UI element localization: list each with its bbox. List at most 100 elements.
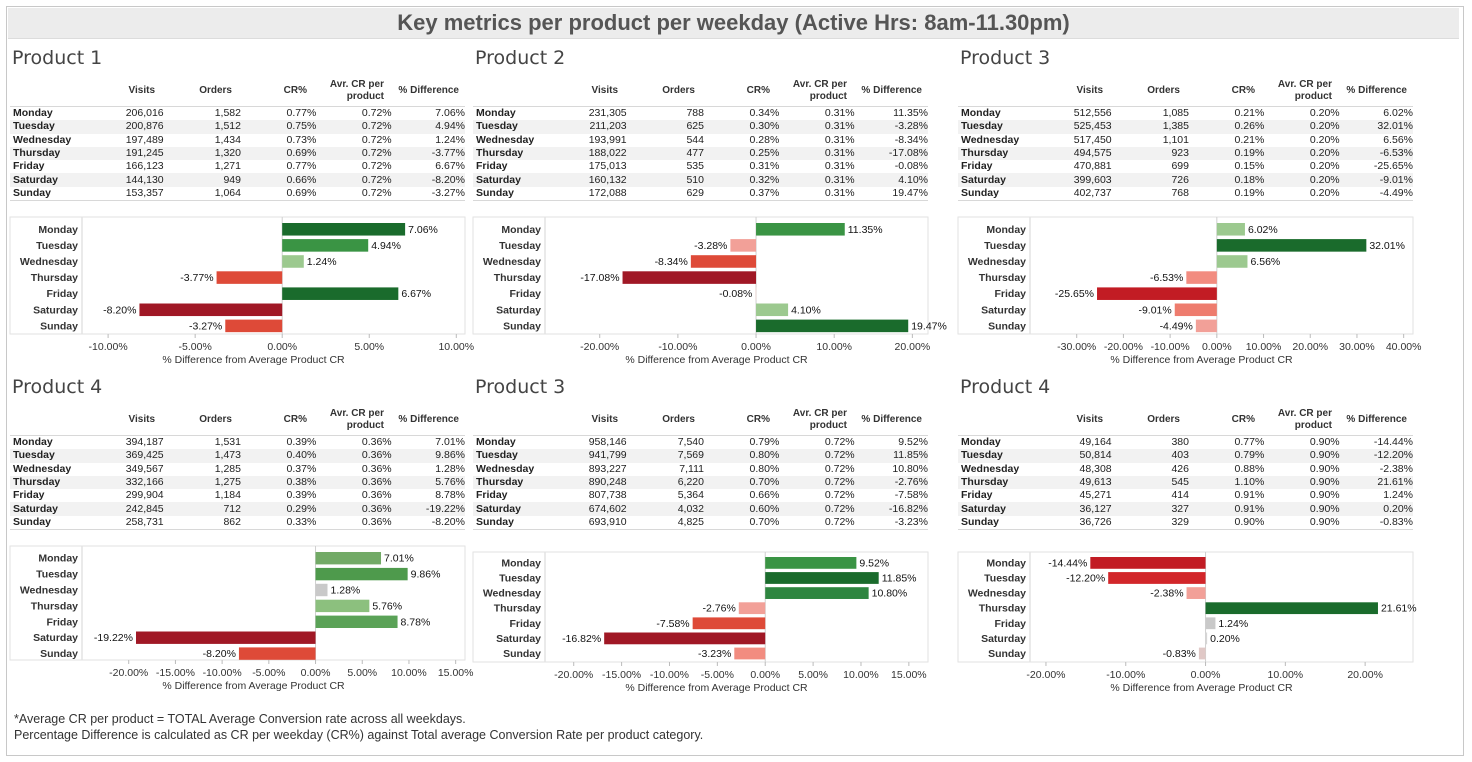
bar	[756, 303, 789, 317]
cell-cr: 0.79%	[1188, 449, 1265, 463]
value-label: 6.02%	[1248, 224, 1278, 236]
value-label: 21.61%	[1381, 603, 1417, 615]
cell-avg: 0.36%	[316, 502, 392, 516]
bar	[282, 223, 406, 236]
cell-avg: 0.36%	[361, 436, 392, 449]
table-row: Friday 470,881 699 0.15% 0.20% -25.65%	[958, 160, 1413, 173]
table-row: Saturday 242,845 712 0.29% 0.36% -19.22%	[10, 502, 465, 516]
cell-orders: 1,385	[1111, 120, 1189, 134]
value-label: 9.52%	[859, 557, 889, 569]
category-label: Thursday	[31, 272, 78, 284]
table-row: Monday 394,187 1,531 0.39% 0.36% 7.01%	[10, 436, 465, 450]
cell-avg: 0.90%	[1264, 502, 1340, 516]
x-tick-label: 10.00%	[1246, 341, 1282, 353]
cell-cr: 0.37%	[286, 462, 317, 475]
cell-diff: -2.38%	[1379, 462, 1413, 475]
cell-avg: 0.20%	[1264, 120, 1340, 134]
category-label: Friday	[994, 618, 1026, 630]
cell-avg: 0.31%	[779, 120, 855, 134]
cell-day: Sunday	[961, 186, 999, 199]
cell-day: Wednesday	[476, 462, 535, 475]
cell-orders: 4,825	[677, 515, 704, 528]
cell-diff: 6.56%	[1383, 133, 1413, 146]
bar	[734, 647, 766, 660]
x-tick-label: 5.00%	[347, 667, 377, 679]
value-label: -7.58%	[656, 618, 689, 630]
cell-visits: 144,130	[93, 173, 164, 187]
cell-cr: 0.69%	[240, 146, 317, 161]
cell-orders: 7,540	[677, 436, 704, 449]
category-label: Sunday	[988, 320, 1026, 332]
column-header-orders: Orders	[662, 414, 695, 425]
bar	[225, 319, 283, 333]
cell-avg: 0.90%	[1264, 475, 1340, 490]
cell-orders: 1,434	[214, 133, 241, 146]
bar	[622, 271, 757, 284]
category-label: Thursday	[494, 603, 541, 615]
cell-orders: 477	[626, 146, 704, 161]
value-label: -4.49%	[1160, 320, 1193, 332]
column-header-avg-cr-line1: Avr. CR per	[329, 79, 384, 90]
cell-diff: 7.06%	[435, 107, 465, 120]
dashboard-frame	[6, 6, 1464, 756]
value-label: -25.65%	[1055, 288, 1094, 300]
cell-visits: 211,203	[556, 120, 627, 134]
value-label: -9.01%	[1138, 304, 1171, 316]
x-tick-label: -5.00%	[252, 667, 285, 679]
chart-svg: -20.00% -15.00% -10.00% -5.00% 0.00% 5.00% 10.…	[472, 551, 929, 694]
product-title: Product 1	[12, 47, 103, 69]
cell-cr: 0.15%	[1234, 160, 1265, 173]
cell-diff: 21.61%	[1339, 475, 1413, 490]
cell-avg: 0.90%	[1309, 436, 1340, 449]
table-row: Wednesday 193,991 544 0.28% 0.31% -8.34%	[473, 134, 928, 147]
cell-cr: 0.40%	[240, 449, 317, 463]
cell-visits: 172,088	[588, 186, 627, 199]
product-title: Product 4	[960, 376, 1051, 398]
x-tick-label: 0.00%	[301, 667, 331, 679]
product-panel: Product 4 Visits Orders CR% % Difference Avr.…	[957, 376, 1417, 701]
category-label: Friday	[509, 618, 541, 630]
cell-orders: 1,531	[214, 436, 241, 449]
cell-cr: 0.34%	[749, 107, 780, 120]
cell-cr: 0.70%	[749, 515, 780, 528]
cell-diff: 1.24%	[435, 133, 465, 146]
chart-svg: -20.00% -10.00% 0.00% 10.00% 20.00% % Differe…	[957, 551, 1417, 694]
chart-svg: -20.00% -15.00% -10.00% -5.00% 0.00% 5.00% 10.…	[9, 545, 473, 692]
bar	[1090, 557, 1206, 569]
cell-cr: 0.88%	[1234, 462, 1265, 475]
cell-visits: 36,127	[1041, 502, 1112, 516]
value-label: -19.22%	[94, 632, 133, 644]
cell-day: Monday	[13, 436, 53, 449]
x-tick-label: 5.00%	[798, 669, 828, 681]
category-label: Monday	[38, 553, 78, 565]
cell-cr: 0.38%	[240, 475, 317, 490]
value-label: -17.08%	[580, 272, 619, 284]
table-row: Tuesday 50,814 403 0.79% 0.90% -12.20%	[958, 449, 1413, 463]
column-header-cr: CR%	[1231, 85, 1255, 96]
cell-visits: 193,991	[588, 133, 627, 146]
column-header-avg-cr: Avr. CR per product	[330, 79, 384, 103]
cell-visits: 693,910	[588, 515, 627, 528]
cell-cr: 0.69%	[286, 186, 317, 199]
cell-orders: 788	[686, 107, 704, 120]
cell-diff: -12.20%	[1339, 449, 1413, 463]
table-row: Thursday 890,248 6,220 0.70% 0.72% -2.76%	[473, 475, 928, 490]
bar	[315, 615, 398, 629]
cell-orders: 426	[1171, 462, 1189, 475]
cell-orders: 629	[686, 186, 704, 199]
category-label: Thursday	[31, 600, 78, 612]
x-tick-label: -10.00%	[658, 341, 697, 353]
cell-avg: 0.20%	[1264, 146, 1340, 161]
category-label: Wednesday	[483, 588, 541, 600]
table-row: Thursday 49,613 545 1.10% 0.90% 21.61%	[958, 475, 1413, 490]
x-tick-label: 0.00%	[1191, 669, 1221, 681]
value-label: -3.77%	[180, 272, 213, 284]
category-label: Monday	[986, 224, 1026, 236]
chart-svg: -20.00% -10.00% 0.00% 10.00% 20.00% % Differe…	[472, 216, 947, 366]
cell-cr: 0.19%	[1188, 146, 1265, 161]
cell-avg: 0.20%	[1309, 107, 1340, 120]
cell-cr: 0.39%	[286, 436, 317, 449]
metrics-table: Monday 231,305 788 0.34% 0.31% 11.35% Tuesday 2…	[473, 106, 928, 202]
cell-orders: 712	[163, 502, 241, 516]
bar	[1205, 632, 1208, 645]
